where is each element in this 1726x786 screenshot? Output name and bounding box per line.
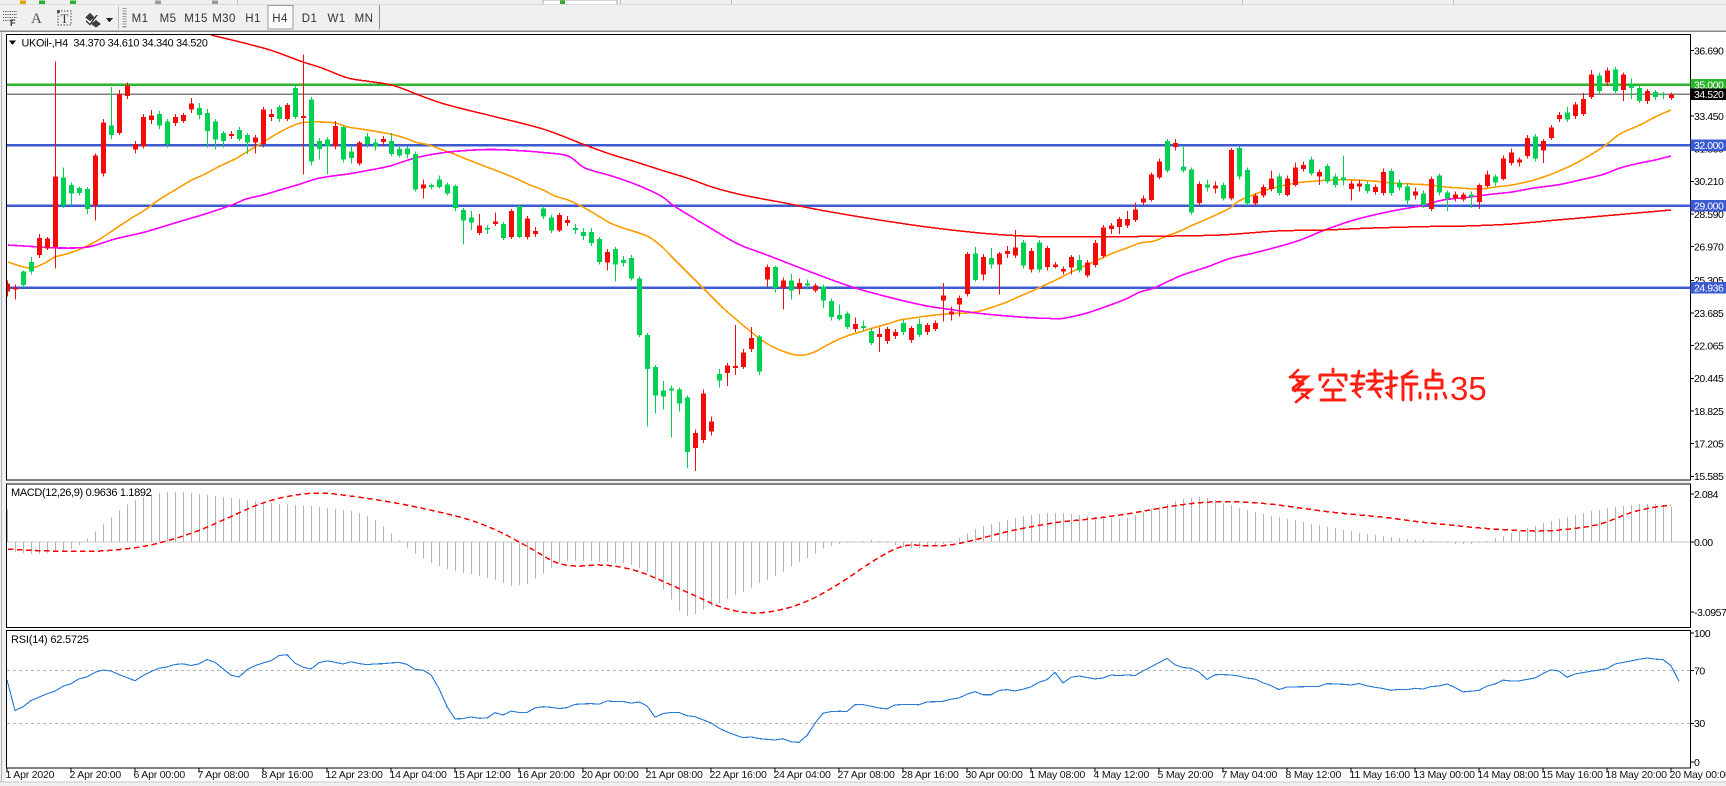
- svg-text:15 Apr 12:00: 15 Apr 12:00: [454, 769, 512, 781]
- svg-text:8 Apr 16:00: 8 Apr 16:00: [262, 769, 314, 781]
- svg-text:36.690: 36.690: [1694, 46, 1724, 58]
- svg-text:UKOil-,H4 34.370 34.610 34.34: UKOil-,H4 34.370 34.610 34.340 34.520: [22, 38, 208, 50]
- svg-text:14 May 08:00: 14 May 08:00: [1478, 769, 1540, 781]
- svg-text:1 May 08:00: 1 May 08:00: [1030, 769, 1086, 781]
- svg-text:20 Apr 00:00: 20 Apr 00:00: [582, 769, 640, 781]
- svg-text:F: F: [10, 18, 16, 28]
- svg-text:14 Apr 04:00: 14 Apr 04:00: [390, 769, 448, 781]
- svg-text:33.450: 33.450: [1694, 111, 1724, 123]
- svg-text:34.520: 34.520: [1694, 89, 1724, 101]
- svg-text:16 Apr 20:00: 16 Apr 20:00: [518, 769, 576, 781]
- svg-text:7 May 04:00: 7 May 04:00: [1222, 769, 1278, 781]
- svg-text:M30: M30: [212, 13, 236, 25]
- svg-text:30: 30: [1694, 718, 1705, 730]
- svg-text:35: 35: [1450, 370, 1487, 407]
- svg-text:15 May 16:00: 15 May 16:00: [1542, 769, 1604, 781]
- svg-text:27 Apr 08:00: 27 Apr 08:00: [838, 769, 896, 781]
- svg-text:30 Apr 00:00: 30 Apr 00:00: [966, 769, 1024, 781]
- svg-text:RSI(14) 62.5725: RSI(14) 62.5725: [11, 634, 89, 646]
- svg-text:17.205: 17.205: [1694, 439, 1724, 451]
- svg-text:28.590: 28.590: [1694, 209, 1724, 221]
- svg-text:H4: H4: [272, 13, 288, 25]
- svg-text:13 May 00:00: 13 May 00:00: [1414, 769, 1476, 781]
- svg-text:18.825: 18.825: [1694, 406, 1724, 418]
- svg-text:28 Apr 16:00: 28 Apr 16:00: [902, 769, 960, 781]
- svg-text:12 Apr 23:00: 12 Apr 23:00: [326, 769, 384, 781]
- svg-text:MN: MN: [355, 13, 374, 25]
- svg-text:0.00: 0.00: [1694, 537, 1713, 549]
- svg-text:15.585: 15.585: [1694, 471, 1724, 483]
- svg-text:29.000: 29.000: [1694, 201, 1724, 213]
- svg-text:2 Apr 20:00: 2 Apr 20:00: [70, 769, 122, 781]
- svg-text:M5: M5: [160, 13, 177, 25]
- svg-text:6 Apr 00:00: 6 Apr 00:00: [134, 769, 186, 781]
- svg-text:M1: M1: [132, 13, 149, 25]
- svg-text:22.065: 22.065: [1694, 340, 1724, 352]
- svg-text:32.000: 32.000: [1694, 140, 1724, 152]
- svg-text:1 Apr 2020: 1 Apr 2020: [6, 769, 55, 781]
- svg-text:0: 0: [1694, 757, 1700, 769]
- svg-text:26.970: 26.970: [1694, 242, 1724, 254]
- svg-text:18 May 20:00: 18 May 20:00: [1606, 769, 1668, 781]
- svg-text:23.685: 23.685: [1694, 308, 1724, 320]
- svg-text:30.210: 30.210: [1694, 176, 1724, 188]
- svg-text:7 Apr 08:00: 7 Apr 08:00: [198, 769, 250, 781]
- svg-text:2.084: 2.084: [1694, 489, 1719, 501]
- svg-text:4 May 12:00: 4 May 12:00: [1094, 769, 1150, 781]
- svg-text:70: 70: [1694, 665, 1705, 677]
- svg-text:5 May 20:00: 5 May 20:00: [1158, 769, 1214, 781]
- svg-text:22 Apr 16:00: 22 Apr 16:00: [710, 769, 768, 781]
- svg-text:20.445: 20.445: [1694, 373, 1724, 385]
- svg-text:35.000: 35.000: [1694, 80, 1724, 92]
- svg-text:100: 100: [1694, 628, 1711, 640]
- svg-text:H1: H1: [245, 13, 261, 25]
- svg-text:11 May 16:00: 11 May 16:00: [1350, 769, 1411, 781]
- svg-text:T: T: [61, 11, 69, 26]
- svg-text:D1: D1: [302, 13, 318, 25]
- svg-text:A: A: [31, 11, 42, 27]
- svg-text:24 Apr 04:00: 24 Apr 04:00: [774, 769, 832, 781]
- svg-text:20 May 00:00: 20 May 00:00: [1670, 769, 1726, 781]
- svg-text:8 May 12:00: 8 May 12:00: [1286, 769, 1342, 781]
- svg-text:21 Apr 08:00: 21 Apr 08:00: [646, 769, 704, 781]
- svg-text:MACD(12,26,9) 0.9636 1.1892: MACD(12,26,9) 0.9636 1.1892: [11, 487, 152, 499]
- svg-text:M15: M15: [184, 13, 208, 25]
- svg-text:24.936: 24.936: [1694, 283, 1724, 295]
- svg-text:-3.0957: -3.0957: [1694, 607, 1726, 619]
- svg-text:W1: W1: [327, 13, 345, 25]
